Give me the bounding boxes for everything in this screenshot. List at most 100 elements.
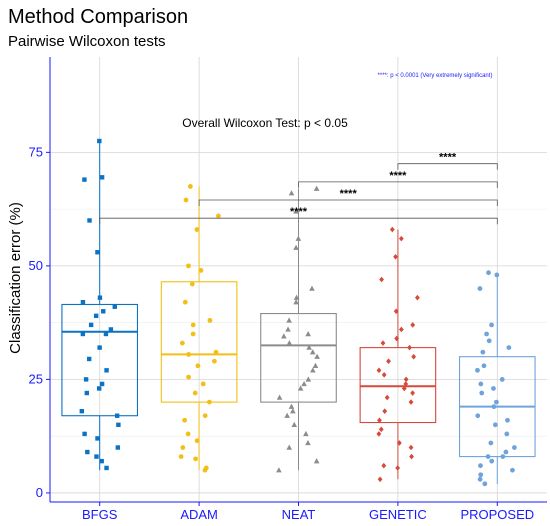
data-point xyxy=(80,300,86,305)
data-point xyxy=(88,322,94,328)
data-point xyxy=(276,467,282,473)
box-genetic xyxy=(359,347,437,424)
data-point xyxy=(288,190,295,196)
data-point xyxy=(87,218,92,223)
chart-subtitle: Pairwise Wilcoxon tests xyxy=(8,33,166,50)
data-point xyxy=(97,345,102,350)
data-point xyxy=(83,377,89,382)
data-point xyxy=(104,465,109,471)
data-point xyxy=(393,253,398,260)
x-tick-label: BFGS xyxy=(82,507,118,522)
data-point xyxy=(378,426,384,433)
data-point xyxy=(211,358,217,364)
significance-note: ****: p < 0.0001 (Very extremely signifi… xyxy=(378,73,493,79)
data-point xyxy=(480,349,486,355)
significance-label: **** xyxy=(389,170,407,182)
plot-area: 0 25 50 75 BFGS ADAM NEAT GENETIC PROPOSED **** **… xyxy=(29,57,547,522)
y-tick-label: 0 xyxy=(36,485,43,500)
data-point xyxy=(504,431,510,437)
data-point xyxy=(393,308,399,315)
data-point xyxy=(112,304,117,309)
data-point xyxy=(403,376,409,383)
data-point xyxy=(379,276,384,283)
data-point xyxy=(190,331,196,337)
data-point xyxy=(82,431,87,437)
data-point xyxy=(477,286,483,291)
data-point xyxy=(178,454,184,459)
y-tick-label: 75 xyxy=(29,144,43,159)
data-point xyxy=(384,394,390,401)
data-point xyxy=(313,458,320,464)
data-point xyxy=(479,390,485,396)
data-point xyxy=(189,281,195,287)
data-point xyxy=(193,456,199,462)
data-point xyxy=(288,403,295,409)
data-point xyxy=(475,413,481,419)
data-point xyxy=(314,353,320,359)
data-point xyxy=(313,185,320,191)
data-point xyxy=(510,467,515,473)
data-point xyxy=(377,417,382,424)
data-point xyxy=(411,353,417,360)
data-point xyxy=(79,408,85,414)
data-point xyxy=(486,338,492,344)
data-point xyxy=(286,340,293,346)
data-point xyxy=(494,272,500,278)
data-point xyxy=(494,399,499,405)
data-point xyxy=(386,358,391,365)
data-point xyxy=(202,467,208,473)
data-point xyxy=(309,349,316,355)
data-point xyxy=(198,268,204,273)
data-point xyxy=(303,430,309,437)
data-point xyxy=(194,227,200,232)
data-point xyxy=(409,453,414,460)
data-point xyxy=(403,381,409,387)
y-tick-label: 25 xyxy=(29,371,43,386)
data-point xyxy=(389,226,395,233)
data-point xyxy=(285,326,291,332)
data-point xyxy=(295,235,302,241)
data-point xyxy=(195,363,201,369)
data-point xyxy=(108,327,114,332)
data-point xyxy=(408,399,414,405)
significance-label: **** xyxy=(340,188,358,200)
data-point xyxy=(312,362,319,368)
data-point xyxy=(408,444,414,451)
data-point xyxy=(477,476,483,482)
data-point xyxy=(381,462,387,469)
data-point xyxy=(276,394,283,400)
box-neat xyxy=(260,313,337,403)
data-point xyxy=(489,458,495,464)
data-point xyxy=(293,299,299,305)
data-point xyxy=(301,380,307,387)
data-point xyxy=(182,417,188,423)
y-axis-title: Classification error (%) xyxy=(7,202,24,354)
data-point xyxy=(492,422,498,428)
x-tick-label: NEAT xyxy=(282,507,316,522)
data-point xyxy=(99,381,105,387)
data-point xyxy=(486,270,491,276)
data-point xyxy=(286,444,293,450)
data-point xyxy=(200,381,206,387)
data-point xyxy=(512,445,517,450)
data-point xyxy=(380,340,386,346)
data-point xyxy=(309,285,315,291)
data-point xyxy=(491,404,497,410)
data-point xyxy=(310,367,316,373)
data-point xyxy=(377,476,383,483)
data-point xyxy=(293,244,299,250)
data-point xyxy=(101,309,106,314)
data-point xyxy=(190,322,196,328)
data-point xyxy=(115,445,121,450)
data-point xyxy=(394,335,400,342)
data-point xyxy=(297,385,304,391)
data-point xyxy=(95,436,100,441)
data-point xyxy=(376,431,382,437)
x-tick-label: PROPOSED xyxy=(460,507,534,522)
data-point xyxy=(415,294,420,301)
data-point xyxy=(186,374,192,380)
data-point xyxy=(410,322,416,328)
overall-test-annotation: Overall Wilcoxon Test: p < 0.05 xyxy=(182,116,348,130)
data-point xyxy=(503,449,509,455)
